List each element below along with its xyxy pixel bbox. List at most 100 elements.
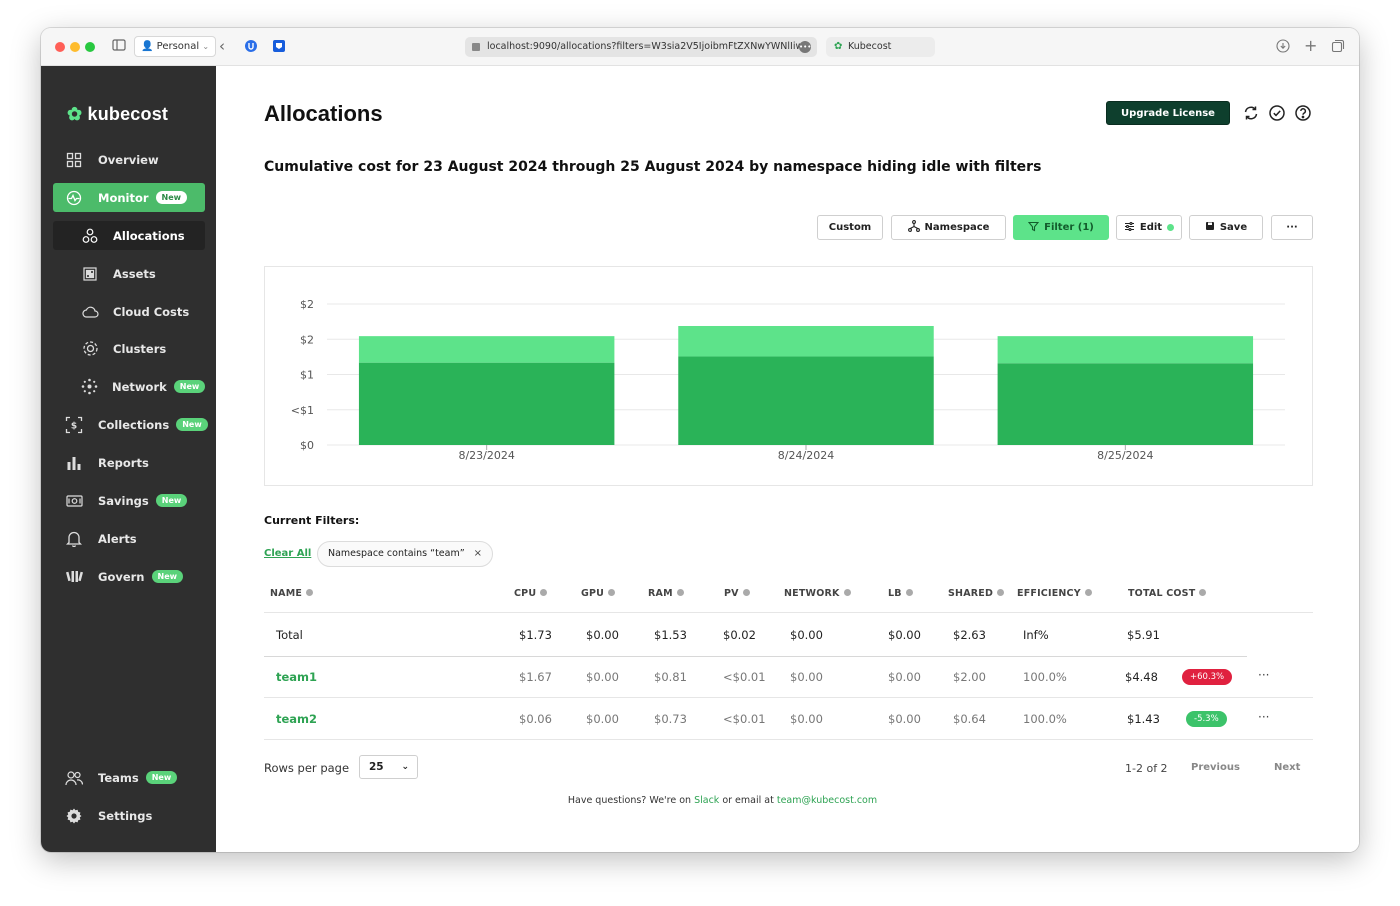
tab-overview-icon[interactable] [1331, 39, 1345, 56]
address-bar[interactable]: localhost:9090/allocations?filters=W3sia… [465, 37, 817, 57]
sidebar-item-overview[interactable]: Overview [53, 145, 205, 174]
rows-per-page-select[interactable]: 25 ⌄ [359, 755, 418, 779]
network-icon [81, 378, 98, 396]
sidebar-toggle-icon[interactable] [112, 38, 126, 55]
slack-link[interactable]: Slack [694, 795, 720, 806]
x-tick-label: 8/23/2024 [458, 449, 514, 462]
more-icon[interactable]: ••• [799, 41, 812, 53]
table-cell: $0.00 [586, 628, 619, 642]
sidebar-item-network[interactable]: Network New [53, 372, 206, 401]
close-window-button[interactable] [55, 42, 65, 52]
sidebar-item-monitor[interactable]: Monitor New [53, 183, 205, 212]
table-cell: $0.00 [586, 670, 619, 684]
column-header-efficiency[interactable]: EFFICIENCY [1017, 588, 1092, 599]
browser-tab[interactable]: ✿ Kubecost [826, 37, 935, 57]
namespace-link[interactable]: team2 [276, 712, 318, 726]
info-icon[interactable] [905, 589, 913, 596]
info-icon[interactable] [843, 589, 851, 596]
sidebar-item-govern[interactable]: Govern New [53, 562, 205, 591]
help-icon[interactable] [1294, 104, 1312, 122]
aggregate-by-button[interactable]: Namespace [891, 215, 1006, 240]
sidebar-item-teams[interactable]: Teams New [53, 763, 205, 792]
info-icon[interactable] [742, 589, 750, 596]
sidebar-item-label: Clusters [113, 341, 167, 356]
table-cell: $0.02 [723, 628, 756, 642]
profile-label: Personal [156, 41, 200, 52]
sidebar: ✿ kubecost Overview Monitor New Allocati… [41, 66, 216, 852]
sidebar-item-savings[interactable]: Savings New [53, 486, 205, 515]
sidebar-item-settings[interactable]: Settings [53, 801, 205, 830]
info-icon[interactable] [1199, 589, 1207, 596]
filter-button[interactable]: Filter (1) [1013, 215, 1109, 240]
y-tick-label: $0 [300, 439, 314, 452]
column-header-ram[interactable]: RAM [648, 588, 684, 599]
column-header-label: SHARED [948, 588, 994, 599]
edit-button[interactable]: Edit [1116, 215, 1182, 240]
namespace-link[interactable]: team1 [276, 670, 318, 684]
previous-page-button[interactable]: Previous [1191, 762, 1240, 773]
filter-icon [1027, 221, 1040, 235]
email-link[interactable]: team@kubecost.com [776, 795, 878, 806]
sidebar-item-label: Alerts [98, 531, 137, 546]
sidebar-item-clusters[interactable]: Clusters [53, 334, 205, 363]
info-icon[interactable] [1084, 589, 1092, 596]
clear-all-link[interactable]: Clear All [264, 548, 312, 559]
upgrade-license-button[interactable]: Upgrade License [1106, 101, 1230, 125]
table-cell: <$0.01 [723, 712, 766, 726]
column-header-network[interactable]: NETWORK [784, 588, 851, 599]
chevron-down-icon: ⌄ [202, 42, 210, 51]
info-icon[interactable] [540, 589, 548, 596]
column-header-total-cost[interactable]: TOTAL COST [1128, 588, 1207, 599]
extension-bitwarden-icon[interactable] [272, 39, 286, 56]
save-button[interactable]: Save [1189, 215, 1263, 240]
namespace-label: Namespace [924, 222, 990, 233]
table-divider [264, 656, 1247, 657]
zoom-window-button[interactable] [85, 42, 95, 52]
column-header-name[interactable]: NAME [270, 588, 314, 599]
column-header-pv[interactable]: PV [724, 588, 750, 599]
table-cell: $2.00 [953, 670, 986, 684]
new-badge: New [173, 380, 206, 393]
table-cell: 100.0% [1023, 670, 1067, 684]
filter-label: Filter (1) [1044, 222, 1094, 233]
extension-shield-icon[interactable] [244, 39, 258, 56]
kubecost-tab-icon: ✿ [834, 41, 843, 52]
new-badge: New [151, 570, 184, 583]
back-icon[interactable]: ‹ [219, 37, 225, 55]
info-icon[interactable] [997, 589, 1005, 596]
new-tab-icon[interactable]: + [1304, 36, 1318, 55]
sidebar-item-assets[interactable]: Assets [53, 259, 205, 288]
cost-chart-svg: $2 $2 $1 <$1 $0 8/23/2024 8/24/2024 8/25/2024 [291, 298, 1285, 462]
sidebar-item-alerts[interactable]: Alerts [53, 524, 205, 553]
chevron-down-icon: ⌄ [401, 762, 409, 772]
sidebar-item-allocations[interactable]: Allocations [53, 221, 205, 250]
next-page-button[interactable]: Next [1274, 762, 1301, 773]
table-cell: $0.00 [888, 712, 921, 726]
row-actions-button[interactable]: ··· [1258, 710, 1270, 724]
download-icon[interactable] [1276, 39, 1290, 56]
column-header-gpu[interactable]: GPU [581, 588, 616, 599]
info-icon[interactable] [306, 589, 314, 596]
more-options-button[interactable]: ··· [1271, 215, 1313, 240]
minimize-window-button[interactable] [70, 42, 80, 52]
check-circle-icon[interactable] [1268, 104, 1286, 122]
info-icon[interactable] [608, 589, 616, 596]
savings-icon [65, 492, 83, 510]
refresh-icon[interactable] [1242, 104, 1260, 122]
assets-icon [81, 265, 99, 283]
column-header-shared[interactable]: SHARED [948, 588, 1005, 599]
column-header-cpu[interactable]: CPU [514, 588, 548, 599]
column-header-lb[interactable]: LB [888, 588, 913, 599]
help-footer: Have questions? We're on Slack or email … [216, 795, 1359, 806]
sidebar-item-collections[interactable]: $ Collections New [53, 410, 208, 439]
table-cell: 100.0% [1023, 712, 1067, 726]
remove-filter-icon[interactable]: × [473, 548, 483, 559]
custom-date-button[interactable]: Custom [817, 215, 883, 240]
kubecost-logo[interactable]: ✿ kubecost [67, 104, 168, 125]
tab-title: Kubecost [848, 41, 892, 52]
row-actions-button[interactable]: ··· [1258, 668, 1270, 682]
sidebar-item-reports[interactable]: Reports [53, 448, 205, 477]
sidebar-item-cloud-costs[interactable]: Cloud Costs [53, 297, 205, 326]
info-icon[interactable] [676, 589, 684, 596]
profile-selector[interactable]: 👤 Personal ⌄ [134, 36, 217, 57]
